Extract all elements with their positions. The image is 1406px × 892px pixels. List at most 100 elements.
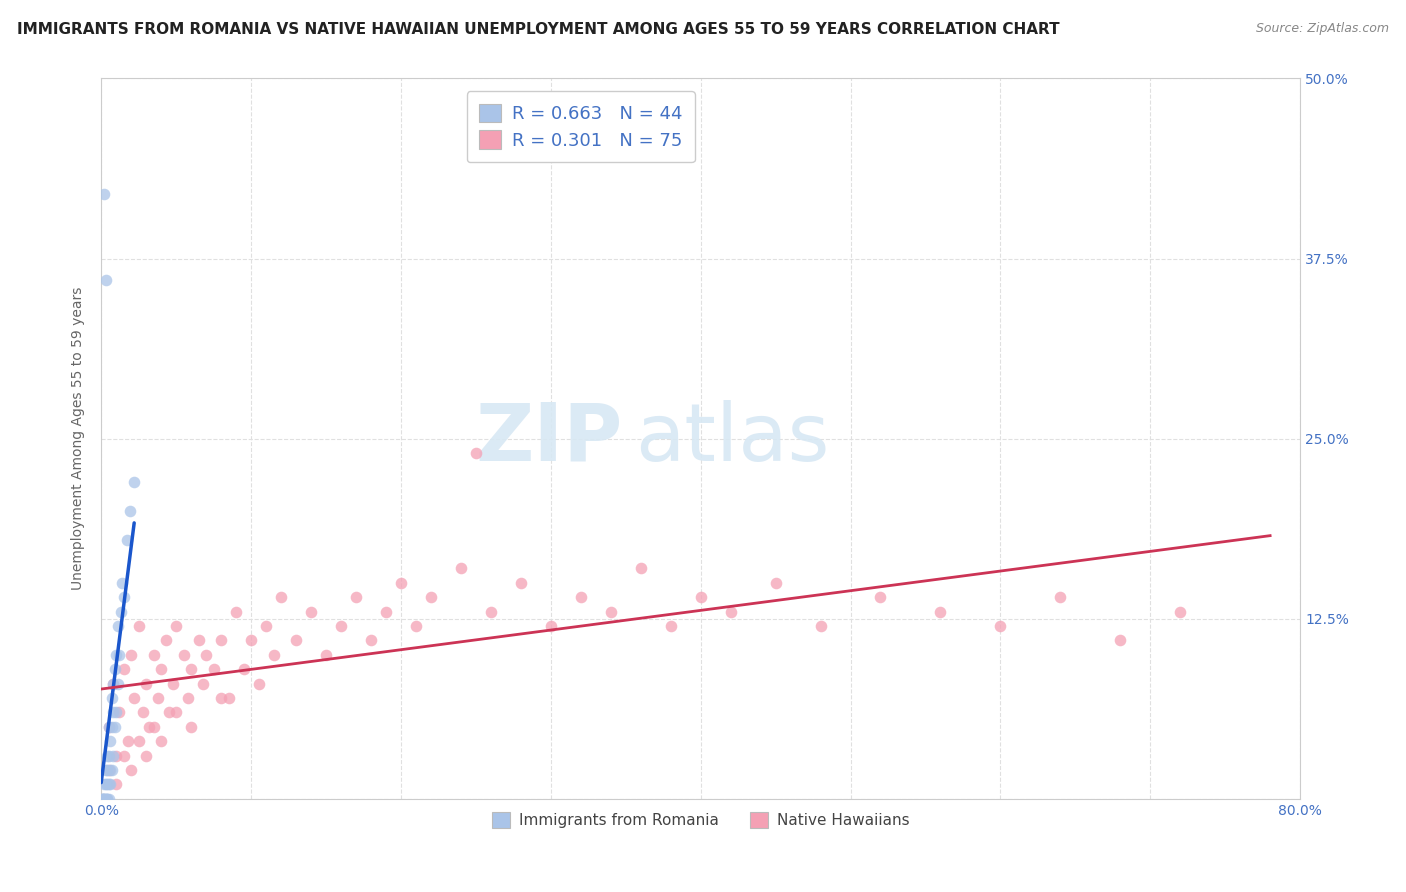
Point — [299, 605, 322, 619]
Point — [93, 777, 115, 791]
Point — [112, 590, 135, 604]
Point — [105, 706, 128, 720]
Point — [94, 763, 117, 777]
Point — [150, 662, 173, 676]
Point — [122, 475, 145, 489]
Point — [104, 662, 127, 676]
Point — [180, 720, 202, 734]
Point — [150, 734, 173, 748]
Point — [450, 561, 472, 575]
Text: Source: ZipAtlas.com: Source: ZipAtlas.com — [1256, 22, 1389, 36]
Point — [96, 792, 118, 806]
Point — [374, 605, 396, 619]
Point — [509, 575, 531, 590]
Point — [810, 619, 832, 633]
Point — [96, 777, 118, 791]
Point — [659, 619, 682, 633]
Point — [540, 619, 562, 633]
Point — [94, 273, 117, 287]
Point — [315, 648, 337, 662]
Point — [103, 748, 125, 763]
Legend: Immigrants from Romania, Native Hawaiians: Immigrants from Romania, Native Hawaiian… — [485, 806, 915, 834]
Point — [155, 633, 177, 648]
Point — [94, 792, 117, 806]
Point — [202, 662, 225, 676]
Point — [419, 590, 441, 604]
Point — [599, 605, 621, 619]
Point — [111, 575, 134, 590]
Text: ZIP: ZIP — [475, 400, 623, 477]
Point — [107, 676, 129, 690]
Point — [108, 648, 131, 662]
Point — [117, 734, 139, 748]
Point — [1168, 605, 1191, 619]
Point — [344, 590, 367, 604]
Point — [120, 648, 142, 662]
Point — [173, 648, 195, 662]
Point — [247, 676, 270, 690]
Point — [330, 619, 353, 633]
Point — [162, 676, 184, 690]
Point — [120, 763, 142, 777]
Text: atlas: atlas — [634, 400, 830, 477]
Point — [180, 662, 202, 676]
Point — [165, 619, 187, 633]
Point — [569, 590, 592, 604]
Point — [100, 720, 122, 734]
Point — [93, 792, 115, 806]
Point — [389, 575, 412, 590]
Point — [138, 720, 160, 734]
Point — [93, 792, 115, 806]
Point — [98, 734, 121, 748]
Point — [105, 748, 128, 763]
Point — [91, 792, 114, 806]
Point — [98, 777, 121, 791]
Point — [97, 720, 120, 734]
Point — [128, 734, 150, 748]
Point — [97, 748, 120, 763]
Point — [929, 605, 952, 619]
Point — [195, 648, 218, 662]
Point — [464, 446, 486, 460]
Point — [360, 633, 382, 648]
Point — [93, 792, 115, 806]
Point — [218, 690, 240, 705]
Point — [103, 706, 125, 720]
Point — [108, 706, 131, 720]
Point — [1109, 633, 1132, 648]
Point — [869, 590, 891, 604]
Point — [720, 605, 742, 619]
Point — [285, 633, 308, 648]
Point — [118, 504, 141, 518]
Point — [146, 690, 169, 705]
Point — [405, 619, 427, 633]
Point — [98, 763, 121, 777]
Point — [689, 590, 711, 604]
Point — [142, 648, 165, 662]
Point — [191, 676, 214, 690]
Point — [254, 619, 277, 633]
Point — [240, 633, 263, 648]
Point — [209, 633, 232, 648]
Point — [97, 763, 120, 777]
Point — [91, 792, 114, 806]
Point — [93, 186, 115, 201]
Point — [135, 748, 157, 763]
Point — [104, 720, 127, 734]
Point — [479, 605, 502, 619]
Point — [630, 561, 652, 575]
Point — [105, 777, 128, 791]
Point — [765, 575, 787, 590]
Point — [988, 619, 1011, 633]
Point — [165, 706, 187, 720]
Point — [105, 648, 128, 662]
Point — [110, 605, 132, 619]
Point — [103, 676, 125, 690]
Point — [1049, 590, 1071, 604]
Point — [96, 792, 118, 806]
Y-axis label: Unemployment Among Ages 55 to 59 years: Unemployment Among Ages 55 to 59 years — [72, 287, 86, 591]
Point — [128, 619, 150, 633]
Point — [91, 792, 114, 806]
Point — [96, 748, 118, 763]
Point — [112, 662, 135, 676]
